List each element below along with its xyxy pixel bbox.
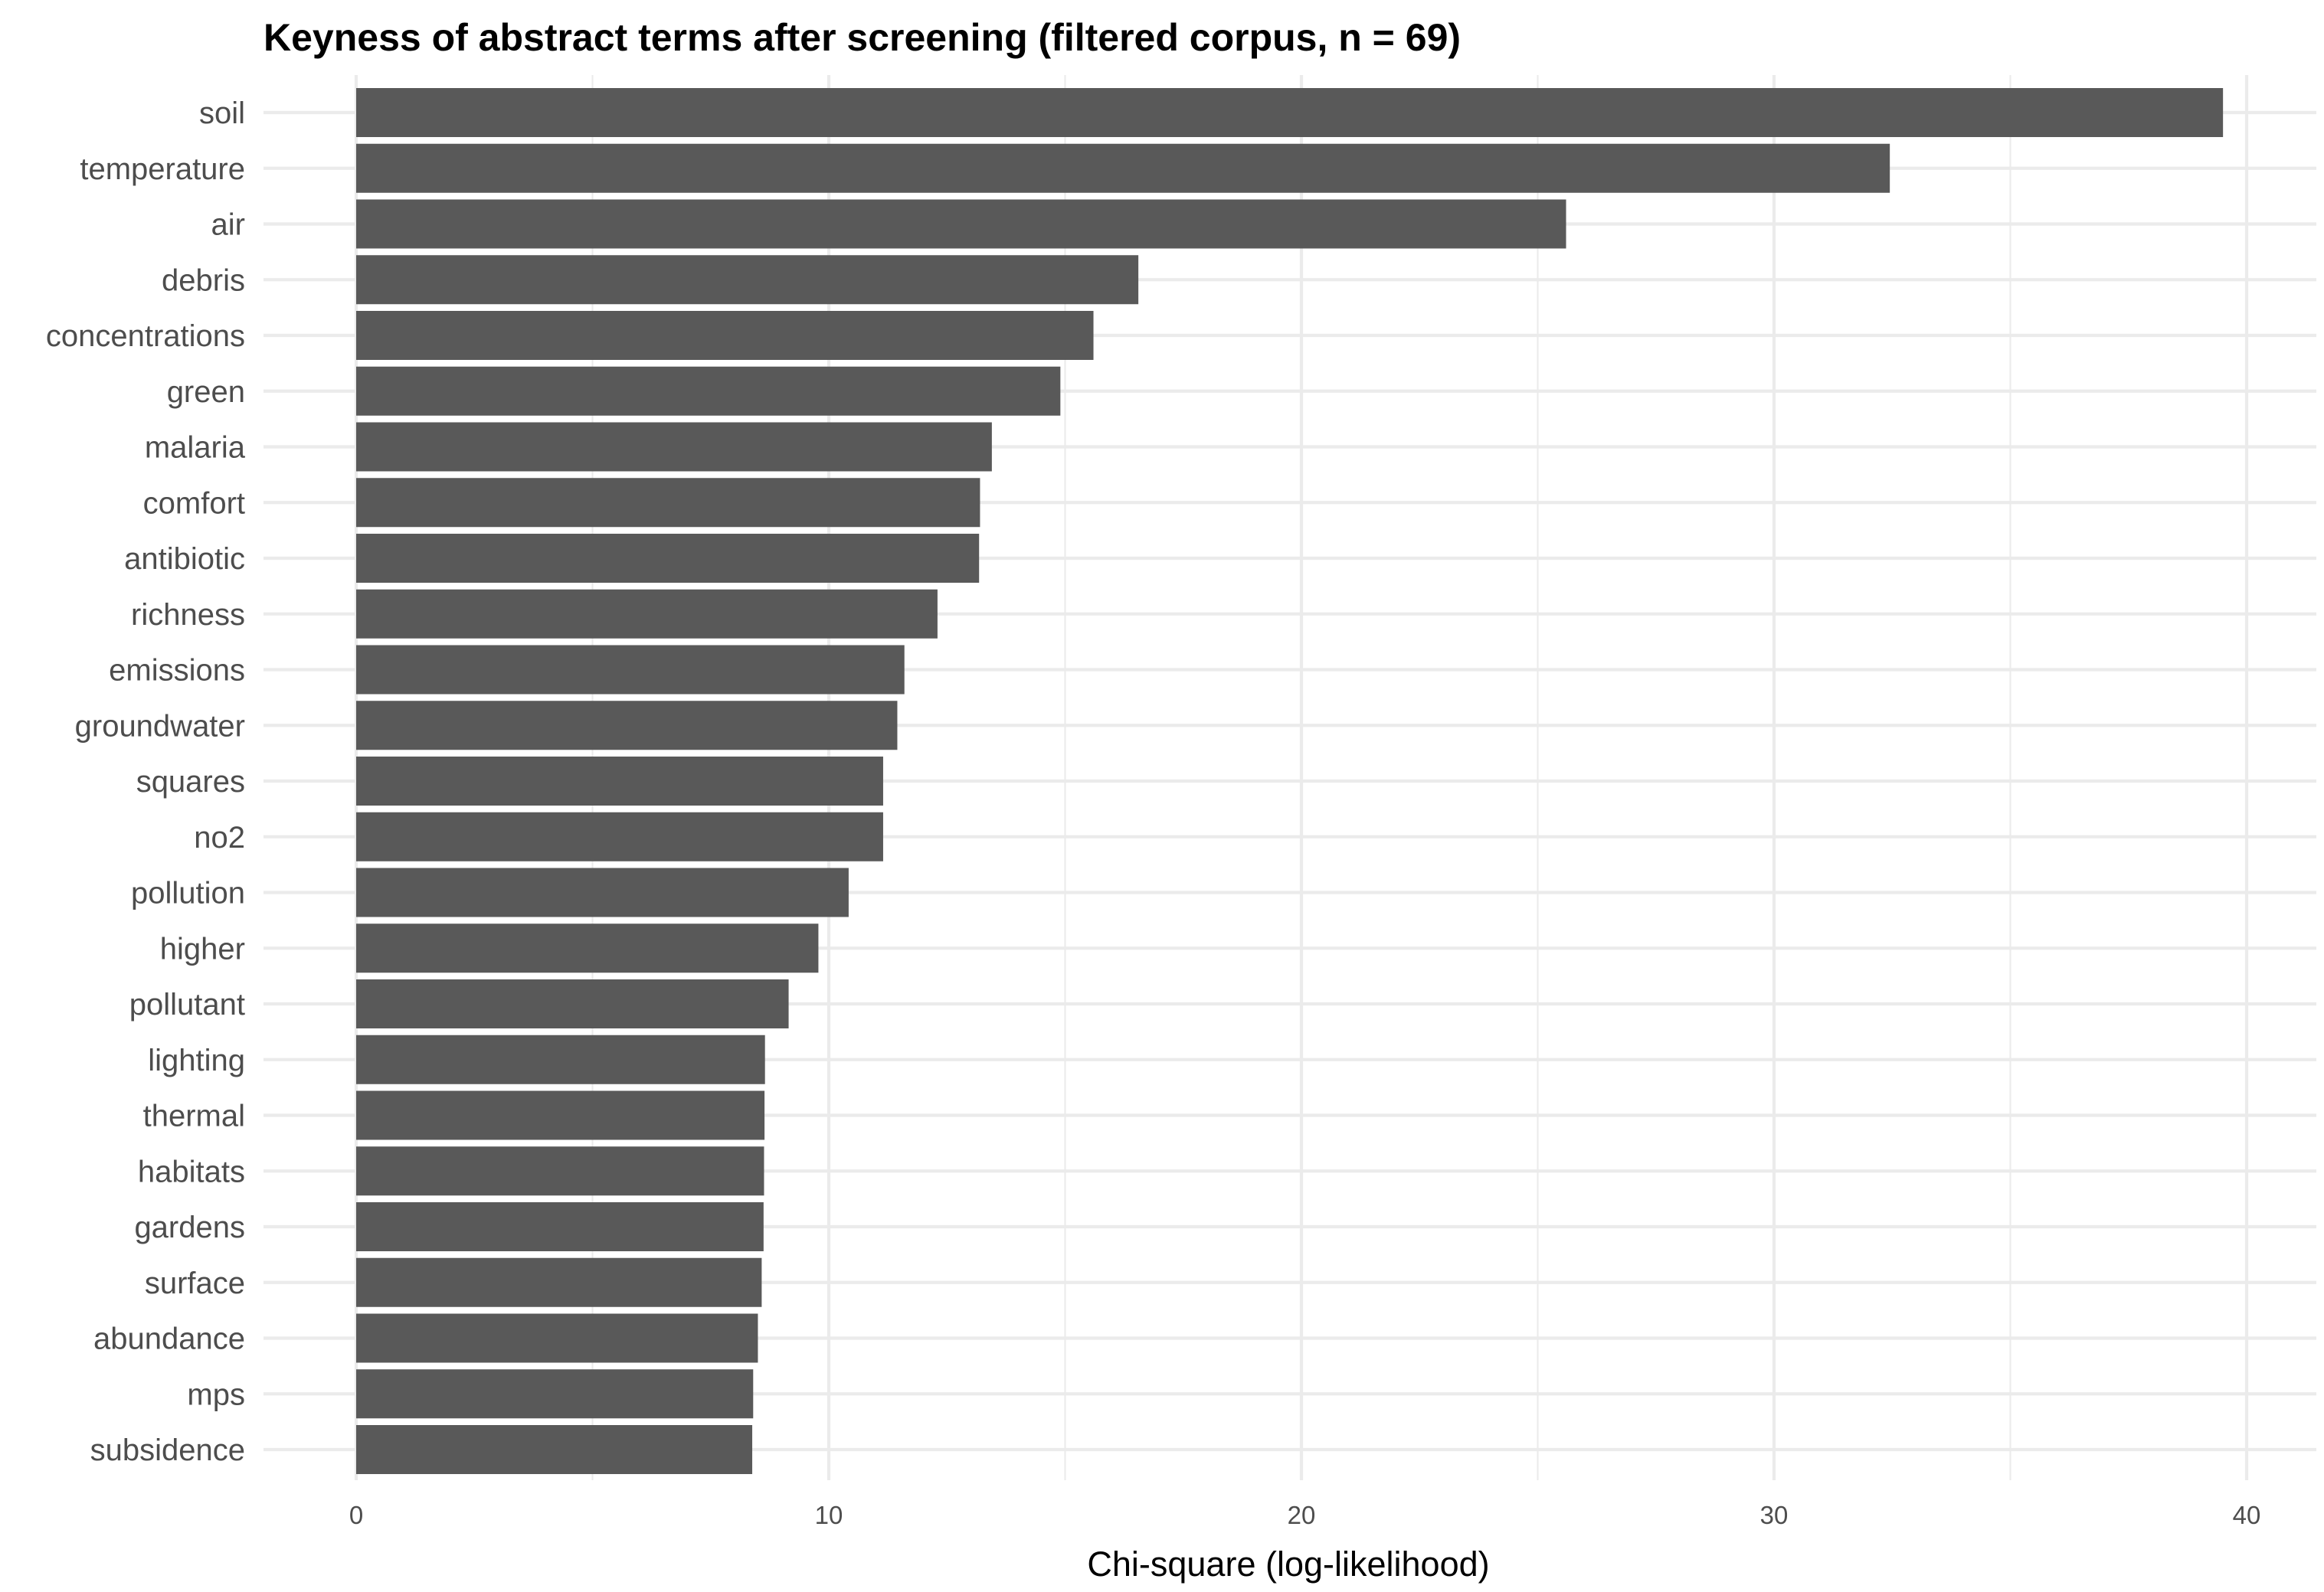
category-label: pollutant [129, 988, 245, 1022]
bar-gardens [356, 1202, 764, 1251]
bar-soil [356, 88, 2224, 137]
bar-mps [356, 1369, 754, 1419]
bar-air [356, 199, 1566, 249]
category-label: pollution [131, 877, 245, 910]
category-label: squares [136, 765, 245, 799]
bar-concentrations [356, 311, 1094, 360]
category-label: air [211, 208, 245, 242]
x-axis-title: Chi-square (log-likelihood) [1087, 1545, 1489, 1584]
category-label: richness [131, 598, 245, 632]
category-label: habitats [138, 1155, 245, 1188]
category-label: lighting [148, 1044, 245, 1077]
category-label: subsidence [90, 1433, 245, 1467]
bar-comfort [356, 478, 980, 528]
bar-lighting [356, 1035, 765, 1084]
bar-surface [356, 1257, 762, 1307]
x-tick-label: 10 [815, 1501, 843, 1529]
bars [356, 88, 2224, 1474]
category-label: higher [160, 932, 245, 966]
bar-debris [356, 255, 1139, 305]
bar-no2 [356, 812, 883, 861]
category-label: soil [199, 96, 245, 130]
x-tick-label: 20 [1288, 1501, 1316, 1529]
category-labels: soil temperature air debris concentrations gr… [46, 96, 246, 1467]
bar-subsidence [356, 1425, 753, 1474]
category-label: malaria [145, 431, 246, 465]
x-tick-label: 0 [349, 1501, 363, 1529]
category-label: groundwater [75, 709, 245, 743]
bar-groundwater [356, 701, 898, 750]
category-label: surface [145, 1267, 245, 1300]
bar-abundance [356, 1313, 758, 1363]
category-label: green [167, 375, 245, 409]
bar-emissions [356, 645, 905, 695]
bar-malaria [356, 422, 992, 472]
bar-higher [356, 923, 819, 973]
bar-pollution [356, 868, 849, 917]
category-label: abundance [93, 1322, 245, 1356]
category-label: emissions [109, 654, 245, 688]
category-label: debris [162, 263, 245, 297]
category-label: gardens [134, 1211, 245, 1244]
bar-pollutant [356, 979, 789, 1028]
category-label: thermal [143, 1100, 245, 1133]
bar-temperature [356, 143, 1890, 193]
category-label: antibiotic [124, 542, 245, 576]
bar-squares [356, 757, 883, 806]
bar-richness [356, 589, 938, 639]
x-tick-labels: 0 10 20 30 40 [349, 1501, 2261, 1529]
bar-thermal [356, 1090, 765, 1140]
category-label: no2 [194, 821, 245, 855]
category-label: temperature [80, 152, 245, 186]
category-label: comfort [143, 486, 245, 520]
bar-green [356, 366, 1061, 416]
category-label: mps [187, 1378, 245, 1411]
x-tick-label: 40 [2233, 1501, 2261, 1529]
bar-habitats [356, 1146, 764, 1196]
bar-antibiotic [356, 534, 980, 583]
x-tick-label: 30 [1760, 1501, 1789, 1529]
category-label: concentrations [46, 319, 245, 353]
chart-title: Keyness of abstract terms after screenin… [263, 16, 1462, 59]
